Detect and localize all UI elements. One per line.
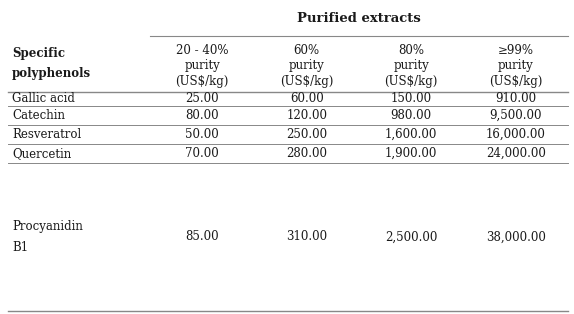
Text: 70.00: 70.00 <box>185 147 219 160</box>
Text: 280.00: 280.00 <box>286 147 327 160</box>
Text: purity: purity <box>498 59 534 73</box>
Text: 25.00: 25.00 <box>185 93 219 106</box>
Text: 250.00: 250.00 <box>286 128 327 141</box>
Text: Catechin: Catechin <box>12 109 65 122</box>
Text: 85.00: 85.00 <box>185 230 219 243</box>
Text: Gallic acid: Gallic acid <box>12 93 75 106</box>
Text: ≥99%: ≥99% <box>498 44 534 57</box>
Text: 60.00: 60.00 <box>290 93 324 106</box>
Text: 2,500.00: 2,500.00 <box>385 230 437 243</box>
Text: 310.00: 310.00 <box>286 230 327 243</box>
Text: 980.00: 980.00 <box>391 109 432 122</box>
Text: purity: purity <box>184 59 220 73</box>
Text: 1,900.00: 1,900.00 <box>385 147 437 160</box>
Text: purity: purity <box>289 59 325 73</box>
Text: 16,000.00: 16,000.00 <box>486 128 546 141</box>
Text: 1,600.00: 1,600.00 <box>385 128 437 141</box>
Text: 60%: 60% <box>294 44 320 57</box>
Text: Resveratrol: Resveratrol <box>12 128 82 141</box>
Text: 910.00: 910.00 <box>495 93 536 106</box>
Text: 80.00: 80.00 <box>185 109 219 122</box>
Text: purity: purity <box>393 59 429 73</box>
Text: 80%: 80% <box>398 44 424 57</box>
Text: (US$/kg): (US$/kg) <box>385 74 438 88</box>
Text: Specific
polyphenols: Specific polyphenols <box>12 46 91 80</box>
Text: 20 - 40%: 20 - 40% <box>176 44 228 57</box>
Text: Procyanidin
B1: Procyanidin B1 <box>12 220 83 254</box>
Text: 50.00: 50.00 <box>185 128 219 141</box>
Text: Quercetin: Quercetin <box>12 147 71 160</box>
Text: (US$/kg): (US$/kg) <box>280 74 333 88</box>
Text: 9,500.00: 9,500.00 <box>490 109 542 122</box>
Text: 38,000.00: 38,000.00 <box>486 230 546 243</box>
Text: (US$/kg): (US$/kg) <box>176 74 229 88</box>
Text: (US$/kg): (US$/kg) <box>489 74 542 88</box>
Text: 150.00: 150.00 <box>391 93 432 106</box>
Text: 120.00: 120.00 <box>286 109 327 122</box>
Text: 24,000.00: 24,000.00 <box>486 147 546 160</box>
Text: Purified extracts: Purified extracts <box>297 13 421 25</box>
